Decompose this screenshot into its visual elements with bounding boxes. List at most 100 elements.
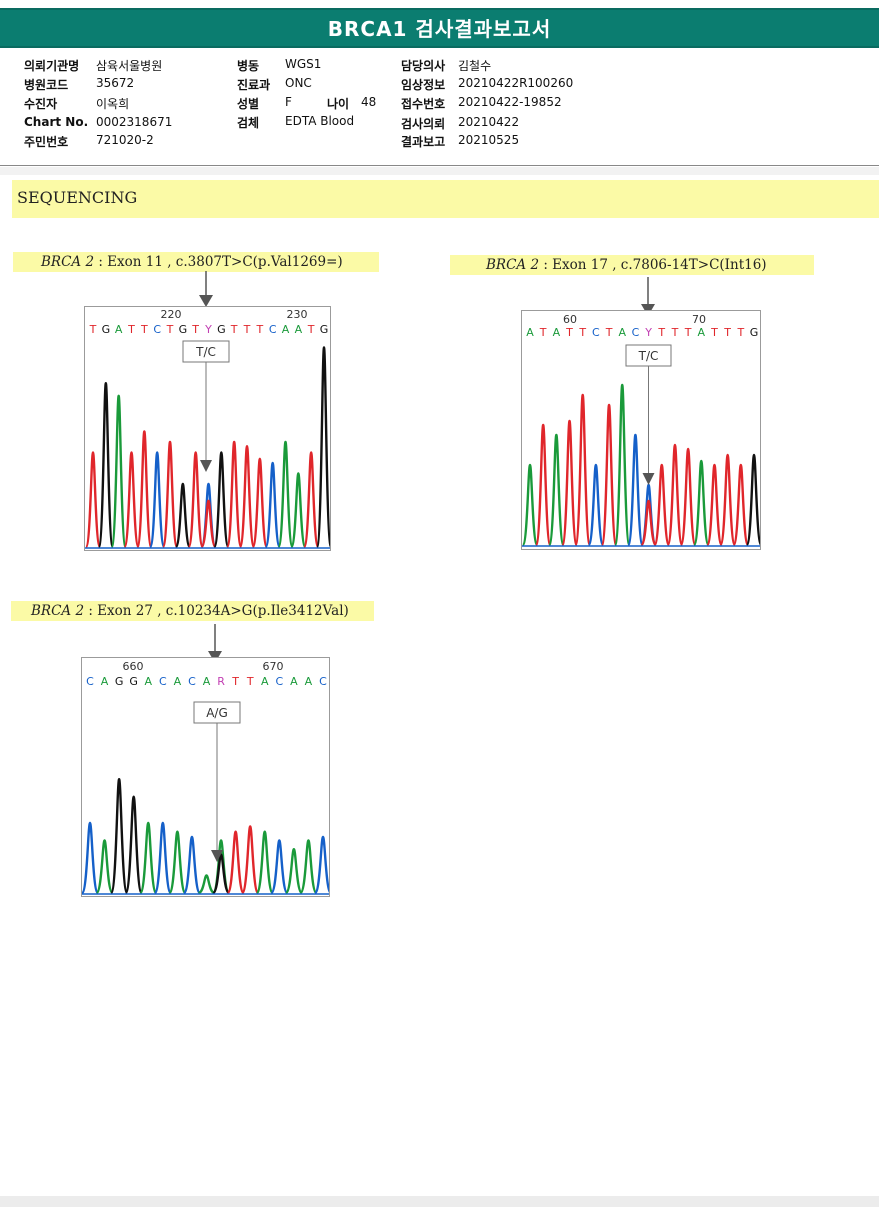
peak-2: [521, 463, 539, 547]
peak-2: [561, 419, 578, 547]
peak-1: [97, 381, 115, 549]
field-test-request: 검사의뢰: [401, 117, 446, 131]
call-label: T/C: [195, 345, 216, 359]
patient-info: 의뢰기관명 삼육서울병원 병원코드 35672 수진자 이옥희 Chart No…: [0, 48, 879, 166]
peak-2: [626, 433, 644, 547]
base-letter: T: [243, 323, 251, 336]
base-letter: A: [174, 675, 182, 688]
position-number: 660: [123, 660, 144, 673]
field-department-value: ONC: [285, 76, 312, 90]
chromatogram-2: 60 70 A T A T T C T A C Y T T T A T T T G T/C: [521, 310, 763, 550]
peak-3: [80, 821, 100, 895]
base-letter: A: [290, 675, 298, 688]
peak-2: [587, 463, 605, 547]
peak-3: [240, 825, 260, 895]
field-age: 나이: [327, 97, 350, 111]
chromatogram-3: 660 670 C A G G A C A C A R T T A C A A C A/G: [80, 657, 333, 897]
peak-2: [574, 393, 592, 547]
peak-1: [213, 451, 230, 549]
field-clinical-info-value: 20210422R100260: [458, 76, 574, 90]
report-title-bar: BRCA1 검사결과보고서: [0, 8, 879, 48]
peak-1: [148, 451, 166, 549]
field-doctor-value: 김철수: [458, 59, 492, 73]
field-hospital-code: 병원코드: [24, 78, 69, 92]
variant-detail-1: : Exon 11 , c.3807T>C(p.Val1269=): [94, 254, 343, 270]
peak-2: [679, 447, 697, 547]
separator: [0, 167, 879, 175]
peak-3: [299, 839, 318, 895]
base-letter: R: [217, 675, 225, 688]
peak-3: [182, 835, 202, 895]
peak-3: [109, 778, 129, 895]
base-letter: A: [144, 675, 152, 688]
field-resident-no: 주민번호: [24, 135, 69, 149]
field-sex: 성별: [237, 97, 260, 111]
variant-label-1: BRCA 2 : Exon 11 , c.3807T>C(p.Val1269=): [13, 252, 379, 272]
peak-2: [666, 443, 684, 547]
base-letter: A: [282, 323, 290, 336]
footer-band: [0, 1196, 879, 1207]
field-receipt-no-value: 20210422-19852: [458, 95, 562, 109]
base-letter: A: [698, 326, 706, 339]
field-specimen-value: EDTA Blood: [285, 114, 355, 128]
base-letter: A: [203, 675, 211, 688]
base-letter: T: [231, 675, 239, 688]
field-chart-no: Chart No.: [24, 115, 89, 129]
base-letter: T: [710, 326, 718, 339]
field-patient: 수진자: [24, 97, 58, 111]
base-letter: A: [553, 326, 561, 339]
base-letter: G: [179, 323, 188, 336]
peak-3: [313, 835, 333, 895]
base-letter: A: [305, 675, 313, 688]
position-number: 230: [287, 308, 308, 321]
peak-1: [277, 440, 294, 549]
base-letter: T: [89, 323, 97, 336]
field-clinical-info: 임상정보: [401, 78, 446, 92]
base-letter: G: [115, 675, 124, 688]
call-arrowhead: [211, 850, 223, 862]
peak-3: [124, 795, 143, 895]
field-test-request-value: 20210422: [458, 115, 520, 129]
peak-1: [225, 440, 243, 549]
base-letter: T: [736, 326, 744, 339]
peak-2: [692, 459, 710, 547]
base-letter: Y: [204, 323, 212, 336]
position-number: 670: [263, 660, 284, 673]
call-arrowhead: [642, 473, 655, 485]
peak-2: [613, 383, 631, 547]
variant-gene-3: BRCA 2: [31, 603, 85, 619]
base-letter: A: [261, 675, 269, 688]
base-letter: T: [255, 323, 263, 336]
call-label: A/G: [206, 706, 228, 720]
peak-3: [255, 830, 274, 895]
position-number: 60: [563, 313, 577, 326]
base-letter: T: [191, 323, 199, 336]
base-letter: T: [140, 323, 148, 336]
base-letter: T: [578, 326, 586, 339]
base-letter: T: [166, 323, 174, 336]
base-letter: C: [275, 675, 283, 688]
peak-1: [315, 346, 333, 549]
peak-3: [168, 830, 187, 895]
base-letter: T: [246, 675, 254, 688]
call-label: T/C: [638, 349, 659, 363]
base-letter: Y: [644, 326, 652, 339]
variant-gene-1: BRCA 2: [41, 254, 95, 270]
base-letter: T: [307, 323, 315, 336]
position-number: 70: [692, 313, 706, 326]
field-department: 진료과: [237, 78, 271, 92]
section-sequencing: SEQUENCING: [12, 180, 879, 218]
base-letter: A: [295, 323, 303, 336]
base-letter: G: [129, 675, 138, 688]
peak-1: [251, 457, 269, 549]
base-letter: G: [217, 323, 226, 336]
field-requester-value: 삼육서울병원: [96, 59, 163, 73]
base-letter: G: [750, 326, 759, 339]
peak-1: [136, 430, 153, 549]
base-letter: G: [320, 323, 329, 336]
field-chart-no-value: 0002318671: [96, 115, 173, 129]
position-number: 220: [161, 308, 182, 321]
variant-label-2: BRCA 2 : Exon 17 , c.7806-14T>C(Int16): [450, 255, 814, 275]
peak-2: [640, 499, 658, 547]
field-doctor: 담당의사: [401, 59, 446, 73]
